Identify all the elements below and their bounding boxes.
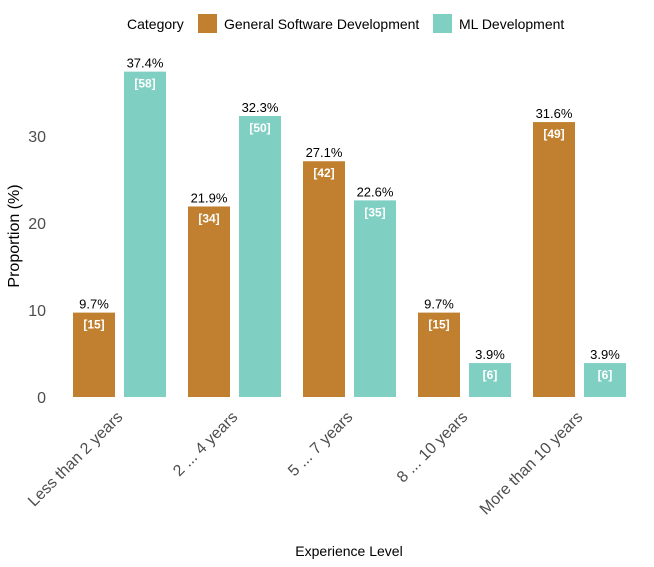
x-tick-label-8-10-years: 8 ... 10 years bbox=[394, 409, 471, 486]
legend-swatch-ml-development bbox=[433, 14, 452, 33]
count-label-ml-development-less-than-2-years: [58] bbox=[134, 77, 155, 91]
pct-label-general-software-development-more-than-10-years: 31.6% bbox=[536, 106, 573, 121]
data-labels: 9.7% [15] 37.4% [58] 21.9% [34] 32.3% [50] 27.1%… bbox=[79, 56, 620, 382]
y-tick-label-20: 20 bbox=[28, 216, 46, 233]
pct-label-general-software-development-5-7-years: 27.1% bbox=[306, 145, 343, 160]
bar-general-software-development-5-7-years bbox=[303, 161, 345, 397]
bar-ml-development-2-4-years bbox=[239, 115, 281, 398]
count-label-ml-development-2-4-years: [50] bbox=[249, 121, 270, 135]
pct-label-general-software-development-less-than-2-years: 9.7% bbox=[79, 297, 109, 312]
count-label-ml-development-5-7-years: [35] bbox=[364, 205, 385, 219]
pct-label-ml-development-2-4-years: 32.3% bbox=[242, 100, 279, 115]
pct-label-ml-development-less-than-2-years: 37.4% bbox=[127, 56, 164, 71]
x-tick-label-less-than-2-years: Less than 2 years bbox=[25, 409, 126, 510]
count-label-general-software-development-more-than-10-years: [49] bbox=[543, 127, 564, 141]
count-label-general-software-development-5-7-years: [42] bbox=[313, 166, 334, 180]
bar-general-software-development-8-10-years bbox=[418, 312, 460, 397]
pct-label-general-software-development-8-10-years: 9.7% bbox=[424, 297, 454, 312]
bar-ml-development-8-10-years bbox=[469, 363, 511, 397]
count-label-general-software-development-8-10-years: [15] bbox=[428, 318, 449, 332]
x-tick-label-5-7-years: 5 ... 7 years bbox=[285, 409, 356, 480]
y-tick-label-30: 30 bbox=[28, 129, 46, 146]
x-tick-label-2-4-years: 2 ... 4 years bbox=[170, 409, 241, 480]
bar-general-software-development-2-4-years bbox=[188, 206, 230, 397]
bar-ml-development-more-than-10-years bbox=[584, 363, 626, 397]
count-label-ml-development-8-10-years: [6] bbox=[483, 368, 498, 382]
x-tick-label-more-than-10-years: More than 10 years bbox=[477, 409, 587, 519]
y-axis-title: Proportion (%) bbox=[6, 184, 23, 287]
count-label-ml-development-more-than-10-years: [6] bbox=[598, 368, 613, 382]
bar-ml-development-less-than-2-years bbox=[124, 71, 166, 398]
legend-label-general-software-development: General Software Development bbox=[224, 16, 419, 32]
bar-ml-development-5-7-years bbox=[354, 200, 396, 397]
count-label-general-software-development-2-4-years: [34] bbox=[198, 211, 219, 225]
x-axis: Less than 2 years 2 ... 4 years 5 ... 7 ye… bbox=[25, 409, 586, 519]
pct-label-ml-development-8-10-years: 3.9% bbox=[475, 347, 505, 362]
pct-label-ml-development-5-7-years: 22.6% bbox=[357, 184, 394, 199]
legend-swatch-general-software-development bbox=[198, 14, 217, 33]
bar-general-software-development-less-than-2-years bbox=[73, 312, 115, 397]
bars bbox=[73, 71, 626, 398]
x-axis-title: Experience Level bbox=[295, 543, 402, 559]
pct-label-general-software-development-2-4-years: 21.9% bbox=[191, 190, 228, 205]
bar-general-software-development-more-than-10-years bbox=[533, 122, 575, 397]
pct-label-ml-development-more-than-10-years: 3.9% bbox=[590, 347, 620, 362]
y-tick-label-10: 10 bbox=[28, 303, 46, 320]
legend-label-ml-development: ML Development bbox=[459, 16, 564, 32]
legend-title: Category bbox=[127, 16, 184, 32]
count-label-general-software-development-less-than-2-years: [15] bbox=[83, 318, 104, 332]
y-tick-label-0: 0 bbox=[37, 390, 46, 407]
legend: Category General Software Development ML… bbox=[127, 14, 564, 33]
y-axis: 0 10 20 30 bbox=[28, 129, 46, 407]
